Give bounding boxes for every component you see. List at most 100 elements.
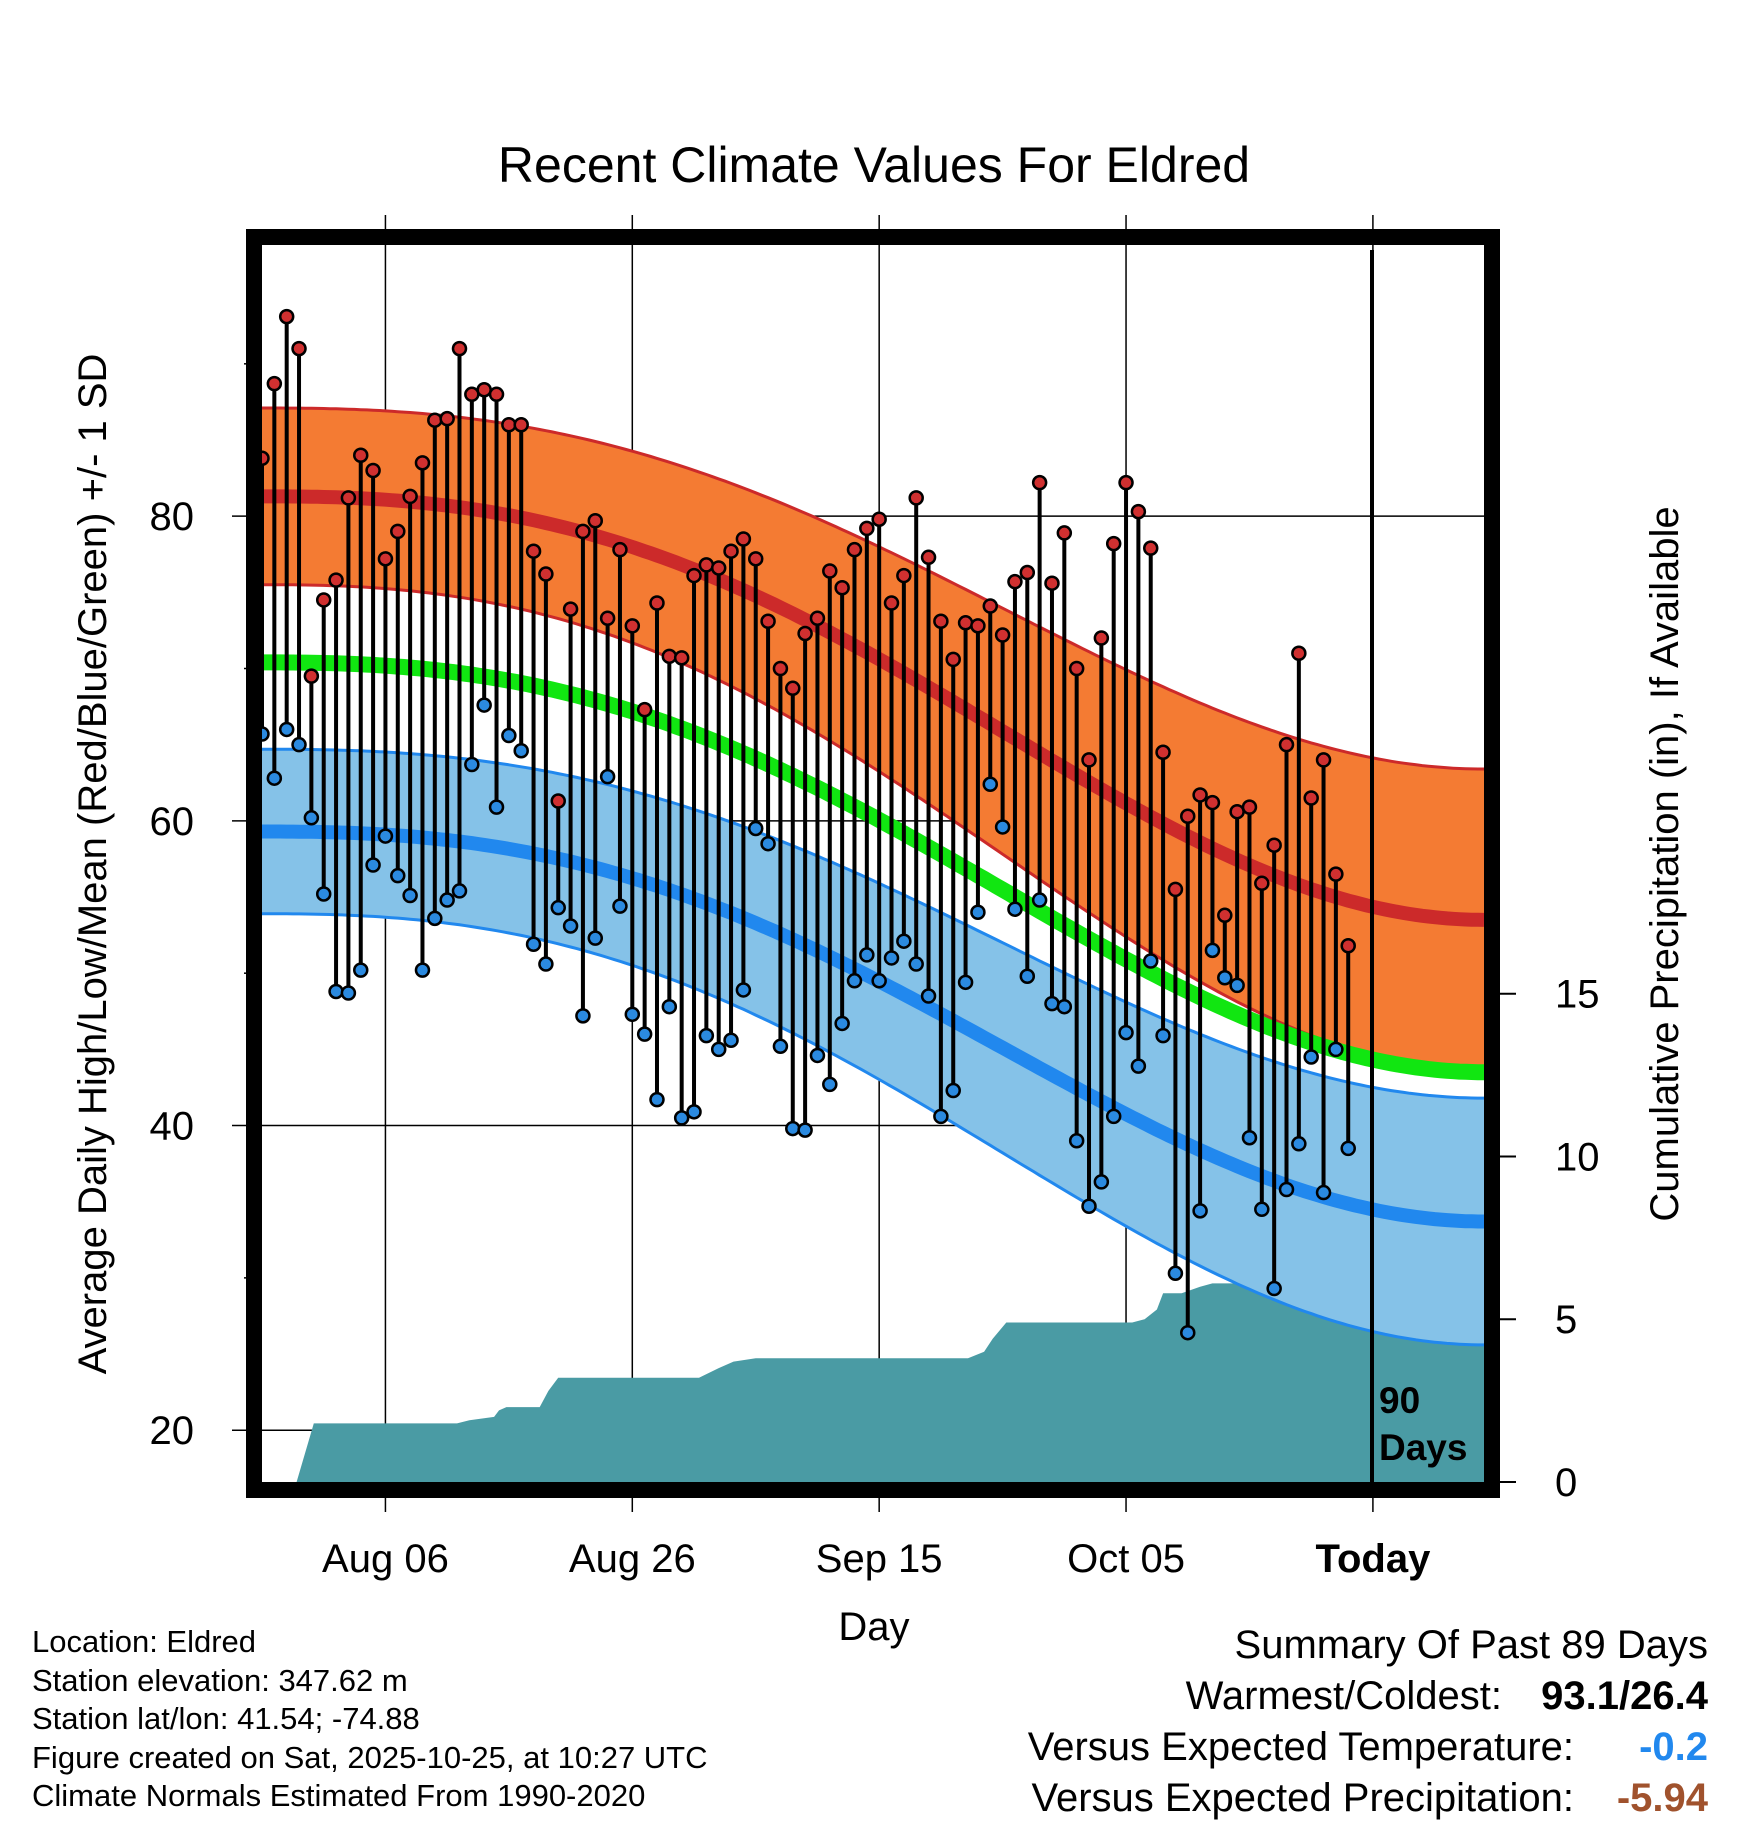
- x-tick-label: Oct 05: [1067, 1537, 1185, 1581]
- daily-markers: [262, 308, 1356, 1341]
- daily-low-marker: [624, 1006, 641, 1023]
- x-tick-label: Aug 06: [322, 1537, 449, 1581]
- daily-high-marker: [1340, 938, 1356, 954]
- y2-tick-label: 10: [1555, 1135, 1600, 1179]
- x-tick-label: Sep 15: [816, 1537, 943, 1581]
- daily-low-marker: [562, 918, 579, 934]
- daily-low-marker: [1007, 901, 1023, 917]
- y-axis-left: 20 40 60 80: [150, 363, 254, 1453]
- daily-high-marker: [1093, 630, 1110, 646]
- plot-frame: [246, 229, 1500, 1498]
- elevation-text: Station elevation: 347.62 m: [32, 1662, 408, 1698]
- daily-low-marker: [1031, 892, 1048, 908]
- daily-low-marker: [501, 727, 517, 744]
- normal-high-band-upper-edge: [262, 406, 1484, 771]
- daily-low-marker: [365, 857, 381, 873]
- daily-low-marker: [649, 1091, 665, 1108]
- daily-low-marker: [427, 910, 443, 927]
- daily-low-marker: [513, 743, 529, 759]
- daily-low-marker: [1081, 1198, 1097, 1215]
- daily-high-marker: [1142, 540, 1159, 556]
- daily-low-marker: [772, 1038, 789, 1055]
- daily-low-marker: [1130, 1058, 1147, 1074]
- plot-area: [262, 308, 1484, 1482]
- daily-high-marker: [994, 627, 1011, 643]
- daily-high-marker: [859, 520, 875, 537]
- daily-low-marker: [686, 1104, 702, 1120]
- daily-low-marker: [834, 1015, 850, 1032]
- daily-high-marker: [747, 551, 764, 567]
- daily-high-marker: [1303, 790, 1319, 806]
- daily-high-marker: [1007, 573, 1023, 590]
- daily-high-marker: [710, 560, 727, 576]
- y-tick-label: 60: [150, 800, 195, 844]
- daily-high-marker: [896, 567, 912, 584]
- daily-low-marker: [1241, 1129, 1258, 1146]
- daily-low-marker: [278, 721, 295, 738]
- daily-high-marker: [1217, 907, 1233, 924]
- daily-low-marker: [994, 819, 1011, 835]
- temp-anomaly-label: Versus Expected Temperature:: [1027, 1725, 1574, 1769]
- daily-high-marker: [365, 462, 381, 479]
- summary-heading: Summary Of Past 89 Days: [1234, 1623, 1708, 1667]
- daily-high-marker: [673, 650, 690, 666]
- daily-high-marker: [278, 308, 295, 325]
- daily-high-marker: [340, 490, 357, 506]
- daily-high-marker: [575, 523, 591, 540]
- daily-high-marker: [328, 572, 344, 588]
- normals-text: Climate Normals Estimated From 1990-2020: [32, 1778, 646, 1813]
- x-axis: Aug 06 Aug 26 Sep 15 Oct 05 Today: [322, 1537, 1431, 1581]
- daily-high-marker: [439, 410, 455, 427]
- daily-high-marker: [785, 680, 801, 697]
- normal-low-band: [262, 749, 1484, 1345]
- daily-low-marker: [352, 962, 369, 978]
- daily-low-marker: [1167, 1265, 1184, 1282]
- daily-low-marker: [883, 950, 900, 966]
- daily-low-marker: [328, 983, 344, 1000]
- daily-low-marker: [1105, 1108, 1122, 1125]
- daily-high-marker: [464, 386, 480, 403]
- daily-high-marker: [1192, 787, 1208, 803]
- daily-low-marker: [488, 799, 505, 815]
- daily-high-marker: [476, 381, 492, 398]
- daily-low-marker: [920, 988, 937, 1004]
- x-tick-label: Aug 26: [569, 1537, 696, 1581]
- daily-low-marker: [970, 904, 986, 920]
- daily-range-stems: [262, 316, 1351, 1333]
- daily-high-marker: [513, 417, 529, 433]
- daily-high-marker: [451, 340, 468, 357]
- daily-low-marker: [710, 1041, 727, 1058]
- daily-high-marker: [612, 541, 628, 558]
- y-axis-right: 0 5 10 15: [1492, 973, 1600, 1505]
- daily-high-marker: [698, 557, 715, 573]
- daily-low-marker: [1155, 1027, 1171, 1044]
- daily-high-marker: [1044, 575, 1060, 591]
- precip-anomaly-value: -5.94: [1616, 1776, 1708, 1820]
- daily-low-marker: [525, 936, 542, 952]
- daily-low-marker: [1291, 1136, 1307, 1152]
- y-tick-label: 20: [150, 1409, 195, 1453]
- daily-high-marker: [772, 660, 789, 677]
- daily-low-marker: [315, 886, 332, 902]
- daily-high-marker: [1155, 744, 1171, 761]
- daily-high-marker: [1081, 752, 1097, 768]
- daily-low-marker: [262, 726, 270, 742]
- normal-low-band-lower-edge: [262, 912, 1484, 1347]
- daily-high-marker: [834, 580, 850, 596]
- daily-high-marker: [1241, 799, 1258, 815]
- temp-anomaly-row: Versus Expected Temperature: -0.2: [1028, 1722, 1708, 1773]
- daily-high-marker: [735, 531, 752, 547]
- daily-low-marker: [982, 776, 999, 793]
- daily-low-marker: [414, 962, 431, 978]
- daily-high-marker: [427, 412, 443, 428]
- daily-high-marker: [315, 592, 332, 608]
- daily-low-marker: [896, 933, 912, 949]
- daily-high-marker: [1068, 660, 1085, 677]
- daily-high-marker: [599, 610, 616, 626]
- daily-high-marker: [402, 488, 418, 505]
- daily-high-marker: [1315, 752, 1332, 768]
- daily-low-marker: [698, 1027, 715, 1044]
- daily-low-marker: [599, 768, 616, 785]
- daily-low-marker: [1303, 1049, 1319, 1065]
